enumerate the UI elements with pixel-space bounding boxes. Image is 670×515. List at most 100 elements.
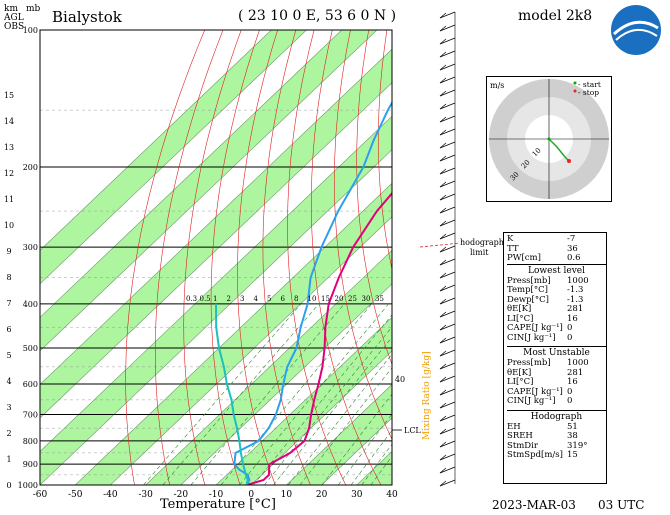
pressure-tick-label: 900 [23, 460, 38, 469]
lowest-key: Dewp[°C] [507, 294, 549, 305]
wind-barb [439, 362, 456, 370]
hodo-value: 15 [567, 450, 578, 460]
unstable-value: 1000 [567, 358, 589, 368]
lowest-value: 16 [567, 313, 578, 324]
wind-barb-flag [439, 285, 447, 292]
wind-barb [439, 128, 456, 136]
wind-barb-flag [439, 467, 447, 474]
wind-barb-flag [439, 116, 447, 123]
wind-barb [439, 375, 456, 383]
hodo-row: StmSpd[m/s] 15 [507, 450, 606, 461]
mixing-ratio-value: 1 [213, 295, 217, 303]
wind-barb [439, 115, 456, 123]
pressure-tick-label: 100 [23, 26, 38, 35]
hodo-row: StmDir 319° [507, 441, 606, 452]
x-tick-label: -60 [33, 490, 48, 500]
index-key: PW[cm] [507, 253, 541, 263]
dry-adiabat [378, 30, 392, 271]
wind-barb-flag [439, 246, 447, 253]
wind-barb [439, 141, 456, 149]
dry-adiabat [262, 30, 311, 485]
plot-frame [39, 29, 393, 486]
wind-barb [439, 466, 456, 474]
lowest-row: LI[°C] 16 [507, 313, 606, 325]
lowest-value: 0 [567, 323, 573, 333]
wind-barb-flag [439, 220, 447, 227]
wind-barb [439, 76, 456, 84]
wind-barb-flag [439, 233, 447, 240]
hodograph-title: Hodograph [530, 411, 583, 422]
wind-barb [439, 37, 456, 45]
pressure-tick-label: 800 [23, 437, 38, 446]
x-tick-label: -30 [138, 490, 153, 500]
lowest-key: Press[mb] [507, 275, 551, 286]
wind-barb [439, 245, 456, 253]
lowest-row: Dewp[°C] -1.3 [507, 294, 606, 306]
dry-adiabat [310, 30, 382, 485]
wind-barb [439, 479, 456, 487]
wind-barb-flag [439, 441, 447, 448]
wind-barb [439, 310, 456, 318]
wind-barb [439, 180, 456, 188]
mb-unit: mb [26, 4, 41, 14]
mixing-ratio-value: 0.3 [186, 295, 197, 303]
wind-barb [439, 258, 456, 266]
pressure-tick-label: 200 [23, 163, 38, 172]
hodograph-legend-stop: - stop [578, 88, 600, 97]
index-row: TT 36 [507, 243, 606, 255]
hodograph-limit-label-2: limit [470, 248, 489, 257]
height-tick-label: 1 [6, 455, 11, 464]
wind-barb [439, 414, 456, 422]
wind-barb-flag [439, 181, 447, 188]
x-tick-label: 30 [351, 490, 363, 500]
coords-title: ( 23 10 0 E, 53 6 0 N ) [238, 8, 397, 24]
hodograph-trace [548, 138, 570, 162]
unstable-value: 0 [567, 396, 573, 406]
height-tick-label: 15 [4, 91, 14, 100]
dry-adiabat [624, 30, 670, 485]
hodograph-stop-marker [567, 159, 571, 163]
wind-barb-flag [439, 103, 447, 110]
dry-adiabat [356, 30, 392, 366]
wind-barb [439, 427, 456, 435]
wind-barb-flag [439, 350, 447, 357]
mixing-ratio-value: 30 [362, 295, 371, 303]
hodograph-limit-label: hodograph [460, 238, 504, 247]
lcl-label: LCL [404, 426, 421, 435]
wind-barb-flag [439, 38, 447, 45]
unstable-key: CIN[J kg⁻¹] [507, 396, 556, 406]
lowest-key: LI[°C] [507, 313, 534, 324]
wind-barb-flag [439, 363, 447, 370]
time-label: 03 UTC [598, 498, 645, 512]
legend-start-dot [573, 81, 577, 85]
wind-barb-flag [439, 12, 447, 19]
mixing-ratio-value: 4 [254, 295, 259, 303]
wind-barb-flag [439, 480, 447, 487]
wind-barb-flag [439, 194, 447, 201]
mixing-ratio-value: 20 [335, 295, 344, 303]
wind-barb [439, 232, 456, 240]
mixing-ratio-line [273, 336, 392, 485]
mixing-ratio-line [264, 326, 392, 485]
wind-barb [439, 453, 456, 461]
wind-barb-flag [439, 272, 447, 279]
wind-barb-flag [439, 337, 447, 344]
wind-barb [439, 63, 456, 71]
wind-barb-flag [439, 402, 447, 409]
hodograph-panel: 10 20 30 m/s - start - stop [486, 76, 612, 202]
wind-barb-flag [439, 90, 447, 97]
wind-barb [439, 284, 456, 292]
dry-adiabat [237, 30, 278, 485]
index-key: TT [507, 243, 519, 254]
wind-barb-flag [439, 129, 447, 136]
x-axis-label: Temperature [°C] [160, 497, 276, 512]
index-row: K -7 [507, 234, 606, 245]
x-tick-label: -50 [68, 490, 83, 500]
pressure-tick-label: 700 [23, 411, 38, 420]
wind-barb-flag [439, 168, 447, 175]
index-key: K [507, 234, 514, 244]
mixing-ratio-line [162, 303, 320, 485]
unstable-row: CIN[J kg⁻¹] 0 [507, 396, 606, 407]
height-tick-label: 5 [6, 351, 11, 360]
pressure-tick-label: 1000 [18, 481, 38, 490]
